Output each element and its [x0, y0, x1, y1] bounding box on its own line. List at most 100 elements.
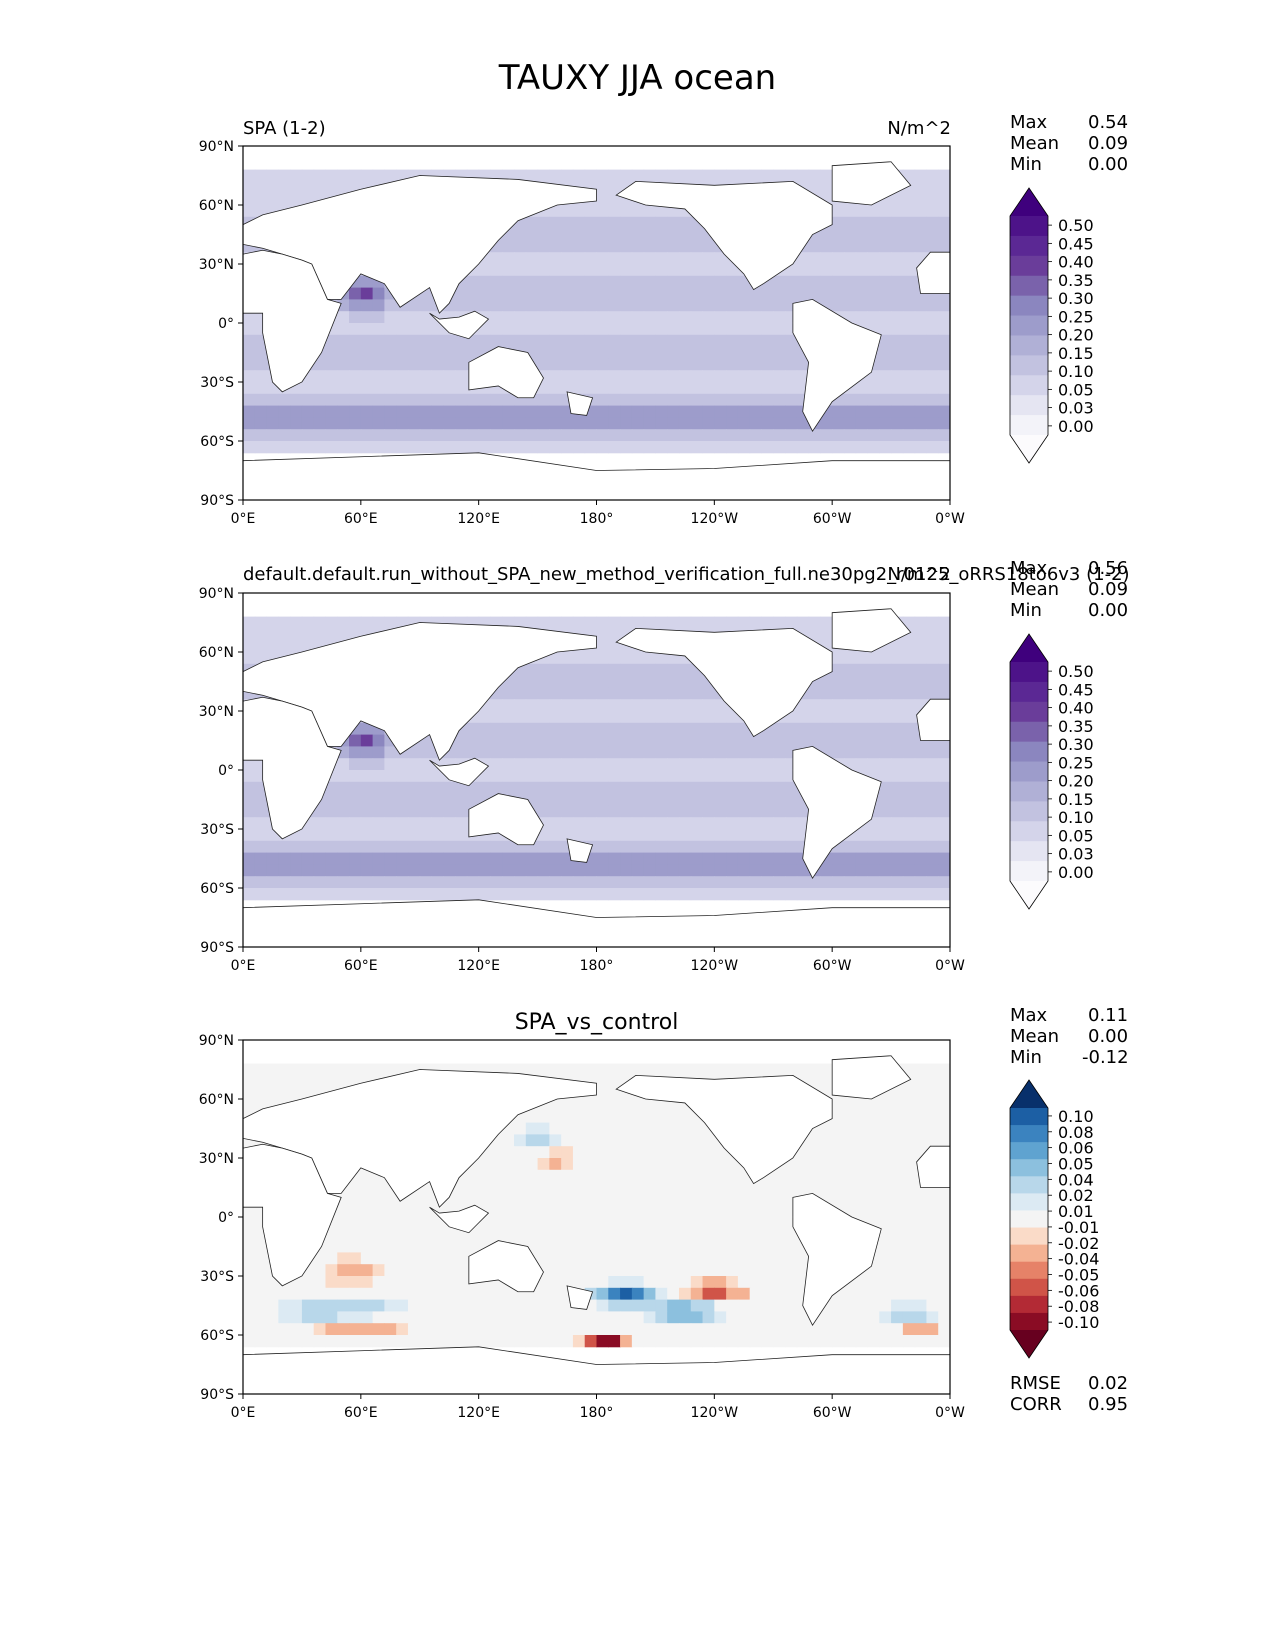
- field-cell: [938, 1122, 951, 1135]
- lat-tick-label: 90°S: [200, 1387, 234, 1403]
- field-cell: [561, 1228, 574, 1242]
- field-cell: [620, 1181, 633, 1194]
- field-cell: [749, 169, 762, 182]
- field-cell: [349, 1181, 362, 1194]
- field-cell: [702, 264, 715, 277]
- field-cell: [490, 252, 503, 265]
- field-cell: [855, 1099, 869, 1112]
- field-cell: [631, 264, 645, 277]
- field-cell: [808, 264, 821, 277]
- field-cell: [643, 1122, 656, 1135]
- field-cell: [608, 1193, 621, 1206]
- field-cell: [514, 1228, 527, 1242]
- field-cell: [891, 1146, 904, 1159]
- field-cell: [254, 1087, 268, 1100]
- field-cell: [690, 169, 704, 182]
- field-cell: [608, 205, 621, 218]
- field-cell: [337, 1276, 350, 1289]
- field-cell: [891, 1087, 904, 1100]
- field-cell: [290, 181, 303, 194]
- field-cell: [349, 287, 362, 300]
- field-cell: [443, 1276, 456, 1289]
- field-cell: [773, 169, 786, 182]
- field-cell: [466, 1193, 480, 1206]
- field-cell: [384, 1311, 397, 1324]
- field-cell: [561, 228, 574, 241]
- field-cell: [655, 1063, 668, 1076]
- field-cell: [702, 1323, 715, 1336]
- stat-max-label: Max: [1010, 1005, 1048, 1026]
- field-cell: [596, 1099, 609, 1112]
- field-cell: [572, 1122, 586, 1135]
- field-cell: [572, 1323, 586, 1336]
- field-cell: [773, 1205, 786, 1218]
- field-cell: [278, 169, 291, 182]
- field-cell: [561, 1122, 574, 1135]
- field-cell: [608, 1110, 621, 1124]
- field-cell: [620, 1146, 633, 1159]
- field-cell: [749, 1335, 762, 1348]
- field-cell: [702, 1287, 715, 1301]
- field-cell: [325, 1075, 338, 1088]
- field-cell: [419, 1299, 433, 1312]
- field-cell: [902, 193, 916, 206]
- field-cell: [690, 1134, 704, 1147]
- field-cell: [867, 1287, 880, 1301]
- field-cell: [549, 1276, 562, 1289]
- field-cell: [855, 1134, 869, 1147]
- field-cell: [537, 1146, 550, 1159]
- field-cell: [902, 1110, 916, 1124]
- field-cell: [655, 1252, 668, 1265]
- field-cell: [690, 1299, 704, 1312]
- field-cell: [419, 1217, 433, 1230]
- field-cell: [785, 1311, 798, 1324]
- field-cell: [891, 1335, 904, 1348]
- field-cell: [443, 1287, 456, 1301]
- field-cell: [643, 1299, 656, 1312]
- field-cell: [443, 1323, 456, 1336]
- field-cell: [596, 1122, 609, 1135]
- field-cell: [843, 252, 857, 265]
- field-cell: [702, 275, 715, 289]
- field-cell: [655, 1311, 668, 1324]
- field-cell: [702, 1205, 715, 1218]
- field-cell: [525, 1158, 539, 1171]
- field-cell: [832, 1122, 845, 1135]
- field-cell: [796, 275, 810, 289]
- field-cell: [349, 1323, 362, 1336]
- field-cell: [478, 1287, 491, 1301]
- field-cell: [537, 1110, 550, 1124]
- field-cell: [337, 1205, 350, 1218]
- field-cell: [537, 1158, 550, 1171]
- field-cell: [243, 1240, 256, 1253]
- field-cell: [820, 1311, 833, 1324]
- field-cell: [832, 1299, 845, 1312]
- field-cell: [620, 1311, 633, 1324]
- field-cell: [243, 1063, 256, 1076]
- field-cell: [655, 240, 668, 253]
- field-cell: [537, 1287, 550, 1301]
- field-cell: [455, 1311, 468, 1324]
- field-cell: [290, 1087, 303, 1100]
- field-cell: [514, 1146, 527, 1159]
- field-cell: [396, 1240, 409, 1253]
- field-cell: [443, 1335, 456, 1348]
- field-cell: [572, 1181, 586, 1194]
- field-cell: [396, 1217, 409, 1230]
- field-cell: [902, 1087, 916, 1100]
- field-cell: [855, 1323, 869, 1336]
- field-cell: [549, 252, 562, 265]
- field-cell: [525, 1205, 539, 1218]
- field-cell: [243, 1287, 256, 1301]
- field-cell: [891, 1158, 904, 1171]
- field-cell: [584, 275, 597, 289]
- field-cell: [537, 228, 550, 241]
- colorbar-segment: [1010, 1210, 1048, 1229]
- lon-tick-label: 60°W: [813, 1405, 852, 1421]
- field-cell: [561, 1217, 574, 1230]
- field-cell: [855, 252, 869, 265]
- field-cell: [254, 1311, 268, 1324]
- field-cell: [914, 1063, 927, 1076]
- field-cell: [678, 1158, 692, 1171]
- field-cell: [726, 169, 739, 182]
